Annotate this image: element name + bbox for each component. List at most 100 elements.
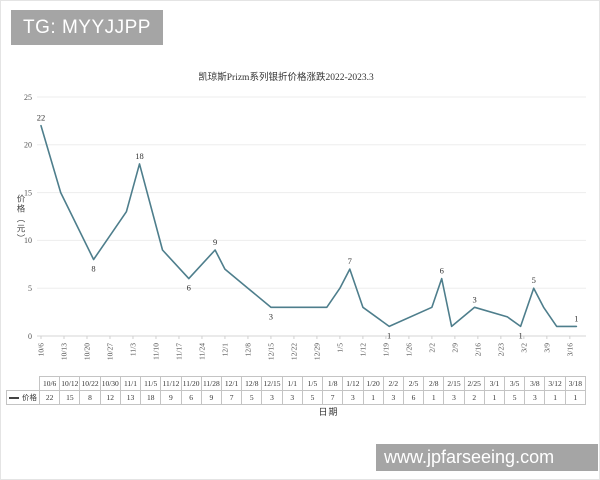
y-tick-label: 5 [28, 284, 32, 293]
date-cell: 1/5 [301, 376, 324, 391]
date-cell: 3/12 [544, 376, 566, 391]
value-cell: 5 [241, 390, 263, 405]
value-cell: 7 [220, 390, 243, 405]
point-label: 1 [518, 330, 522, 340]
point-label: 1 [387, 330, 391, 340]
table-corner-cell [7, 377, 40, 391]
date-cell: 2/5 [402, 376, 425, 391]
date-cell: 10/22 [79, 376, 101, 391]
point-label: 1 [574, 313, 578, 323]
x-tick-label: 3/16 [565, 343, 574, 357]
value-cell: 9 [160, 390, 182, 405]
x-tick-label: 2/16 [473, 343, 482, 357]
date-cell: 11/20 [180, 376, 202, 391]
x-tick-label: 11/24 [197, 343, 206, 360]
value-cell: 3 [524, 390, 546, 405]
point-label: 8 [91, 264, 95, 274]
x-tick-label: 3/9 [542, 343, 551, 353]
date-cell: 12/8 [241, 376, 263, 391]
point-label: 3 [269, 311, 273, 321]
value-cell: 3 [281, 390, 303, 405]
date-cell: 1/20 [362, 376, 384, 391]
x-tick-label: 1/5 [335, 343, 344, 353]
value-cell: 9 [200, 390, 222, 405]
y-tick-label: 10 [24, 236, 32, 245]
x-tick-label: 3/2 [519, 343, 528, 353]
value-cell: 1 [483, 390, 506, 405]
value-cell: 1 [544, 390, 566, 405]
x-tick-label: 10/20 [82, 343, 91, 360]
value-cell: 2 [463, 390, 485, 405]
value-cell: 6 [180, 390, 202, 405]
point-label: 22 [37, 113, 46, 123]
date-cell: 2/25 [463, 376, 485, 391]
x-tick-label: 11/3 [128, 343, 137, 356]
point-label: 18 [135, 151, 144, 161]
date-cell: 3/1 [483, 376, 506, 391]
point-label: 6 [440, 266, 444, 276]
value-cell: 18 [140, 390, 162, 405]
value-cell: 1 [362, 390, 384, 405]
x-tick-label: 1/19 [381, 343, 390, 357]
date-cell: 1/1 [281, 376, 303, 391]
date-cell: 2/15 [443, 376, 465, 391]
x-tick-label: 1/26 [404, 343, 413, 357]
value-cell: 7 [322, 390, 344, 405]
x-tick-label: 11/10 [151, 343, 160, 360]
value-cell: 3 [342, 390, 364, 405]
date-cell: 2/2 [382, 376, 404, 391]
point-label: 7 [348, 256, 352, 266]
x-tick-label: 12/1 [220, 343, 229, 357]
value-cell: 3 [382, 390, 404, 405]
date-cell: 11/5 [140, 376, 162, 391]
value-cell: 3 [261, 390, 283, 405]
y-tick-label: 0 [28, 332, 32, 341]
value-cell: 15 [59, 390, 81, 405]
table-value-row: 价格 22 15 8 12 13 18 9 6 9 7 5 3 3 5 7 3 1 3 6 1 3 2 1 5 3 1 1 [6, 390, 587, 405]
table-header-row: 10/6 10/12 10/22 10/30 11/1 11/5 11/12 11/20 11/… [7, 376, 587, 391]
date-cell: 2/8 [423, 376, 445, 391]
date-cell: 10/12 [59, 376, 81, 391]
value-cell: 13 [119, 390, 142, 405]
y-axis-title: 价格（元） [16, 194, 26, 244]
tg-badge: TG: MYYJJPP [11, 10, 163, 45]
value-cell: 3 [443, 390, 465, 405]
legend-cell: 价格 [6, 390, 40, 405]
value-cell: 5 [301, 390, 324, 405]
date-cell: 11/12 [160, 376, 182, 391]
x-tick-label: 1/12 [358, 343, 367, 357]
y-tick-label: 20 [24, 141, 32, 150]
point-label: 9 [213, 237, 217, 247]
value-cell: 1 [423, 390, 445, 405]
x-tick-label: 2/2 [427, 343, 436, 353]
point-label: 5 [532, 275, 536, 285]
date-cell: 1/12 [342, 376, 364, 391]
date-cell: 10/30 [99, 376, 121, 391]
date-cell: 12/1 [220, 376, 243, 391]
date-cell: 3/8 [524, 376, 546, 391]
x-tick-label: 12/29 [312, 343, 321, 360]
value-cell: 22 [38, 390, 61, 405]
value-cell: 5 [504, 390, 526, 405]
date-cell: 11/1 [119, 376, 142, 391]
point-label: 3 [472, 294, 476, 304]
watermark-badge: www.jpfarseeing.com [376, 444, 598, 471]
value-cell: 1 [564, 390, 587, 405]
legend-label: 价格 [22, 393, 37, 402]
value-cell: 12 [99, 390, 121, 405]
x-tick-label: 11/17 [174, 343, 183, 360]
date-cell: 3/5 [504, 376, 526, 391]
price-line [40, 124, 578, 328]
data-table: 10/6 10/12 10/22 10/30 11/1 11/5 11/12 11/20 11/… [6, 376, 587, 405]
y-tick-label: 25 [24, 93, 32, 102]
x-tick-label: 2/23 [496, 343, 505, 357]
value-cell: 6 [402, 390, 425, 405]
legend-line-icon [9, 397, 19, 400]
x-tick-label: 12/22 [289, 343, 298, 360]
point-label: 6 [187, 283, 191, 293]
x-tick-label: 10/6 [37, 343, 46, 357]
x-tick-label: 2/9 [450, 343, 459, 353]
date-cell: 1/8 [322, 376, 344, 391]
date-cell: 12/15 [261, 376, 283, 391]
